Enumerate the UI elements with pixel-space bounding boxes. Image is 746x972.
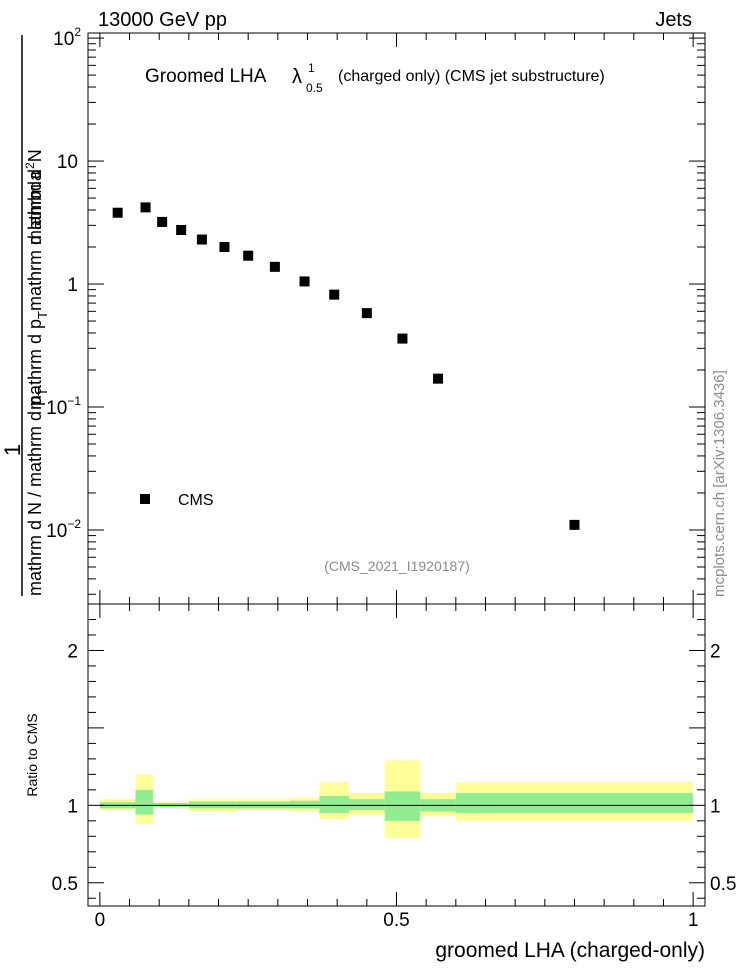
cms-data-point: [569, 519, 580, 530]
ratio-y-tick-label-right: 1: [710, 796, 721, 817]
ratio-band-green: [455, 792, 694, 814]
title-sup: 1: [308, 61, 315, 75]
ratio-y-axis-label: Ratio to CMS: [24, 713, 40, 796]
ylabel-top: mathrm d2N: [23, 149, 45, 245]
title-rest: (charged only) (CMS jet substructure): [338, 68, 605, 85]
cms-data-point: [433, 373, 444, 384]
header-right: Jets: [655, 9, 692, 31]
main-y-tick-labels: 102 10 1 10−1 10−2: [46, 25, 81, 542]
cms-data-point: [269, 261, 280, 272]
x-tick-label: 1: [688, 910, 699, 931]
ratio-y-tick-label-left: 2: [67, 641, 78, 662]
title-symbol: λ: [292, 66, 302, 88]
ratio-x-tick-labels: 0 0.5 1: [95, 910, 699, 931]
cms-data-point: [219, 242, 230, 253]
cms-data-point: [243, 250, 254, 261]
header-left: 13000 GeV pp: [98, 9, 227, 31]
ratio-y-tick-labels: 2 2 1 1 0.5 0.5: [52, 641, 737, 894]
cms-data-point: [176, 225, 187, 236]
ratio-band-green: [289, 800, 320, 809]
ratio-y-tick-label-left: 0.5: [52, 874, 78, 895]
ratio-band-green: [319, 796, 350, 814]
side-credit: mcplots.cern.ch [arXiv:1306.3436]: [711, 370, 728, 597]
ratio-y-tick-label-right: 0.5: [710, 874, 736, 895]
ratio-plot-ticks: [88, 604, 705, 906]
ratio-y-tick-label-right: 2: [710, 641, 721, 662]
main-y-tick-label: 1: [67, 275, 78, 296]
legend: CMS: [140, 492, 214, 509]
ylabel-denominator: mathrm d N / mathrm d pT: [25, 388, 50, 596]
main-plot-ticks: [88, 33, 705, 604]
cms-data-point: [140, 202, 151, 213]
main-data-markers: [112, 202, 580, 530]
cms-data-point: [361, 308, 372, 319]
main-plot-frame: [87, 32, 706, 605]
plot-title: Groomed LHA λ 1 0.5 (charged only) (CMS …: [145, 61, 605, 95]
ratio-band-green: [349, 799, 385, 810]
legend-marker-cms: [140, 494, 150, 504]
main-y-tick-label: 10−2: [46, 517, 81, 542]
ylabel-numerator: 1: [0, 444, 25, 456]
main-y-tick-label: 10: [57, 152, 78, 173]
title-main: Groomed LHA: [145, 66, 267, 87]
ratio-plot-frame: [87, 603, 706, 907]
cms-data-point: [112, 207, 123, 218]
x-tick-label: 0: [95, 910, 106, 931]
ratio-y-tick-label-left: 1: [67, 796, 78, 817]
analysis-tag: (CMS_2021_I1920187): [324, 558, 470, 574]
ratio-band-green: [135, 789, 154, 815]
cms-data-point: [157, 216, 168, 227]
ratio-band-green: [384, 791, 421, 821]
main-y-tick-label: 102: [53, 25, 81, 50]
ratio-bands: [99, 760, 694, 838]
x-axis-label: groomed LHA (charged-only): [435, 939, 705, 962]
x-tick-label: 0.5: [383, 910, 409, 931]
ylabel-bottom: mathrm d pTmathrm d lambda: [25, 170, 50, 410]
title-sub: 0.5: [306, 81, 323, 95]
main-y-axis-label: 1 mathrm d N / mathrm d pT mathrm d2N ma…: [0, 35, 50, 596]
cms-data-point: [196, 234, 207, 245]
cms-data-point: [397, 333, 408, 344]
cms-data-point: [329, 289, 340, 300]
legend-label-cms: CMS: [178, 492, 214, 509]
cms-data-point: [299, 276, 310, 287]
main-y-tick-label: 10−1: [46, 394, 81, 419]
